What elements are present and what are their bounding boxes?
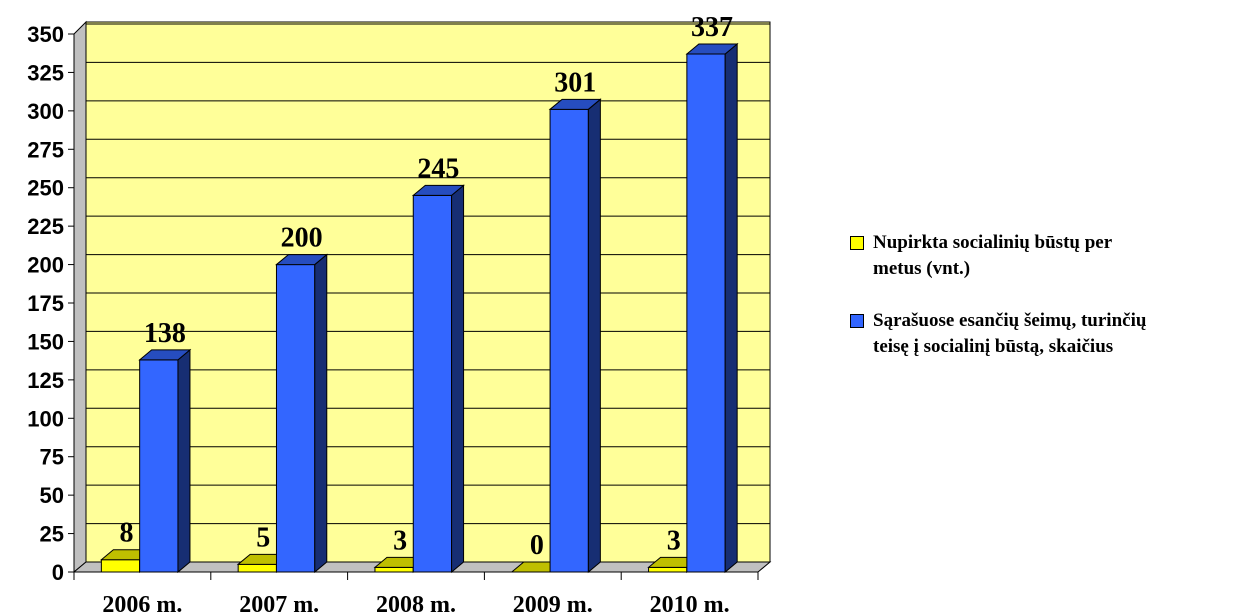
bar-front bbox=[549, 108, 589, 573]
bar-top bbox=[685, 43, 739, 55]
data-label: 8 bbox=[120, 518, 134, 549]
bar-families bbox=[411, 184, 465, 574]
bar-side bbox=[587, 98, 601, 574]
y-tick-label: 50 bbox=[40, 483, 64, 508]
bar-top bbox=[138, 349, 192, 361]
data-label: 245 bbox=[417, 153, 459, 184]
legend-label-line2: metus (vnt.) bbox=[873, 258, 971, 279]
legend-item-purchased: Nupirkta socialinių būstų per metus (vnt… bbox=[850, 230, 1246, 282]
data-label: 3 bbox=[667, 525, 681, 556]
bar-top bbox=[548, 98, 602, 110]
y-tick-label: 75 bbox=[40, 445, 64, 470]
y-tick-label: 300 bbox=[27, 99, 64, 124]
y-tick-label: 25 bbox=[40, 522, 64, 547]
bar-side bbox=[177, 348, 191, 574]
y-tick-label: 350 bbox=[27, 22, 64, 47]
bar-front bbox=[374, 566, 414, 573]
bar-families bbox=[685, 42, 739, 574]
x-tick-label: 2006 m. bbox=[102, 592, 182, 616]
y-tick-label: 275 bbox=[27, 137, 64, 162]
y-tick-label: 200 bbox=[27, 253, 64, 278]
legend: Nupirkta socialinių būstų per metus (vnt… bbox=[850, 230, 1246, 386]
bar-front bbox=[275, 264, 316, 573]
y-tick-label: 325 bbox=[27, 60, 64, 85]
legend-label-line1: Nupirkta socialinių būstų per bbox=[873, 232, 1113, 253]
y-tick-label: 125 bbox=[27, 368, 64, 393]
data-label: 0 bbox=[530, 530, 544, 561]
data-labels: 8 5 3 0 3 138 200 245 301 337 bbox=[120, 12, 734, 561]
data-label: 301 bbox=[554, 67, 596, 98]
data-label: 5 bbox=[256, 522, 270, 553]
legend-swatch-blue bbox=[850, 314, 864, 328]
bars bbox=[99, 42, 739, 574]
y-tick-label: 100 bbox=[27, 406, 64, 431]
y-tick-label: 0 bbox=[52, 560, 64, 585]
y-tick-label: 225 bbox=[27, 214, 64, 239]
bar-front bbox=[686, 53, 726, 573]
bar-families bbox=[275, 253, 329, 574]
legend-label-line2: teisę į socialinį būstą, skaičius bbox=[873, 336, 1114, 357]
bar-front bbox=[412, 194, 453, 573]
bar-front bbox=[237, 563, 277, 573]
bar-front bbox=[648, 566, 688, 573]
data-label: 200 bbox=[281, 223, 323, 254]
legend-item-families: Sąrašuose esančių šeimų, turinčių teisę … bbox=[850, 308, 1246, 360]
x-tick-label: 2008 m. bbox=[376, 592, 456, 616]
legend-label-line1: Sąrašuose esančių šeimų, turinčių bbox=[873, 310, 1147, 331]
x-axis: 2006 m. 2007 m. 2008 m. 2009 m. 2010 m. bbox=[73, 571, 759, 616]
plot-side-wall bbox=[73, 20, 87, 574]
x-tick-label: 2007 m. bbox=[239, 592, 319, 616]
y-tick-label: 175 bbox=[27, 291, 64, 316]
x-tick-label: 2009 m. bbox=[513, 592, 593, 616]
bar-side bbox=[314, 253, 328, 574]
y-tick-label: 250 bbox=[27, 176, 64, 201]
legend-swatch-yellow bbox=[850, 236, 864, 250]
bar-top bbox=[411, 184, 465, 196]
data-label: 337 bbox=[691, 12, 733, 43]
bar-families bbox=[138, 348, 192, 574]
bar-families bbox=[548, 98, 602, 574]
data-label: 3 bbox=[393, 525, 407, 556]
x-tick-label: 2010 m. bbox=[650, 592, 730, 616]
bar-front bbox=[100, 559, 141, 573]
y-axis: 0 25 50 75 100 125 150 175 200 225 250 275 300 325 350 bbox=[27, 22, 75, 585]
bar-front bbox=[139, 359, 179, 573]
bar-side bbox=[724, 42, 738, 574]
bar-side bbox=[451, 184, 465, 574]
data-label: 138 bbox=[144, 318, 186, 349]
y-tick-label: 150 bbox=[27, 329, 64, 354]
bar-top bbox=[275, 254, 329, 266]
